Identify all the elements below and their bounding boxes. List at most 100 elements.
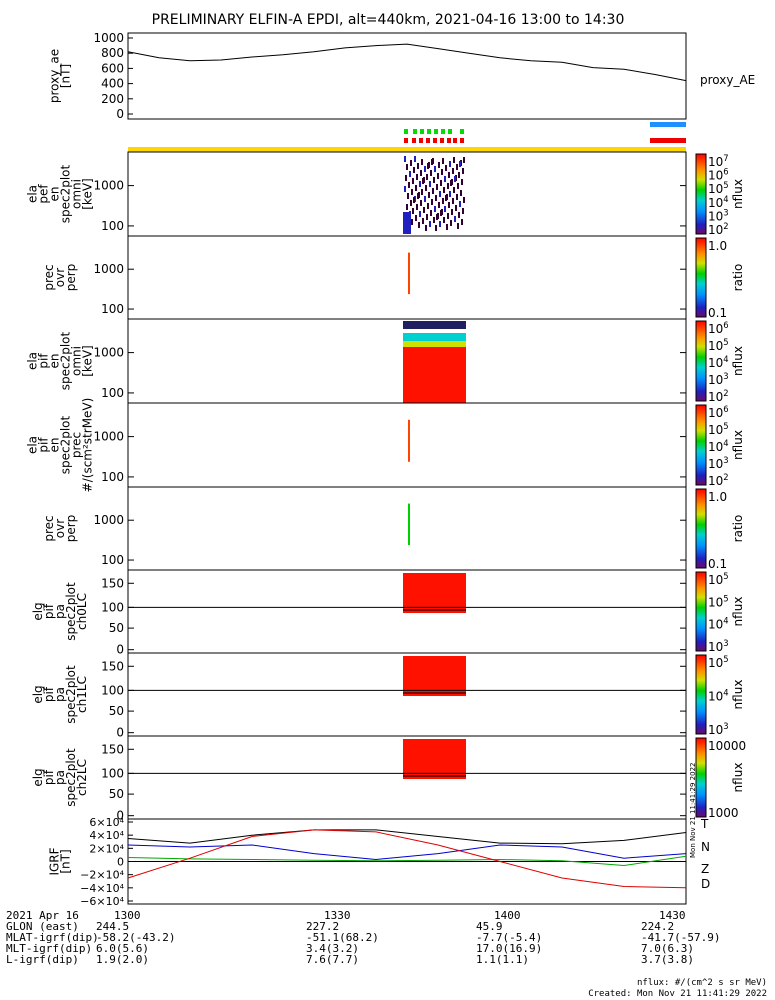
- y-tick-label: 4×10⁴: [89, 829, 124, 842]
- y-axis-label-line: prec: [42, 264, 56, 290]
- colorbar-tick-label: 105: [708, 654, 729, 670]
- y-axis-label-line: ela: [26, 436, 40, 454]
- y-axis-label-line: perp: [64, 515, 78, 543]
- spec-pixel: [463, 197, 465, 203]
- footer-row: GLON (east) 244.5 227.2 45.9 224.2: [6, 921, 771, 932]
- y-tick-label: 100: [101, 386, 124, 400]
- flag-red-tick: [453, 138, 457, 143]
- spec-pixel: [405, 175, 407, 181]
- footer-row-value: -41.7(-57.9): [641, 931, 721, 944]
- y-axis-label-line: prec: [42, 515, 56, 541]
- y-tick-label: 100: [101, 600, 124, 614]
- footer-row-value: 1.1(1.1): [476, 953, 529, 966]
- colorbar: [695, 737, 707, 818]
- footer-row-value: 244.5: [96, 920, 130, 933]
- spec-pixel: [445, 195, 447, 201]
- colorbar-tick-label: 104: [708, 354, 729, 370]
- y-tick-label: 0: [116, 643, 124, 657]
- footer-row-label: MLT-igrf(dip): [6, 942, 93, 955]
- spec-pixel: [446, 224, 448, 230]
- spec-pixel: [422, 218, 424, 224]
- spec-block: [403, 739, 466, 779]
- flag-green-tick: [427, 129, 431, 134]
- spec-pixel: [458, 212, 460, 218]
- spec-pixel: [406, 164, 408, 170]
- igrf-series-D: [127, 829, 687, 889]
- spec-pixel: [421, 189, 423, 195]
- footer-row-value: 1.9(2.0): [96, 953, 149, 966]
- flag-red-tick: [440, 138, 444, 143]
- y-axis-label-line: ch2LC: [75, 759, 89, 796]
- spec-pixel: [409, 171, 411, 177]
- spec-pixel: [429, 181, 431, 187]
- y-tick-label: 100: [101, 766, 124, 780]
- spec-pixel: [418, 222, 420, 228]
- y-axis-label-line: [nT]: [59, 64, 73, 88]
- spec-pixel: [415, 215, 417, 221]
- spec-pixel: [413, 197, 415, 203]
- y-tick-label: 1000: [93, 262, 124, 276]
- spec-pixel: [413, 167, 415, 173]
- spec-pixel: [456, 164, 458, 170]
- flag-red-tick: [447, 138, 451, 143]
- spectrogram-marks: [128, 573, 686, 613]
- y-axis-label-line: omni: [70, 179, 84, 209]
- spec-pixel: [411, 189, 413, 195]
- spec-pixel: [427, 203, 429, 209]
- spec-pixel: [435, 225, 437, 231]
- panel-frame: [127, 486, 687, 571]
- spec-pixel: [437, 173, 439, 179]
- colorbar: [695, 320, 707, 402]
- colorbar-tick-label: 105: [708, 337, 729, 353]
- spec-pixel: [419, 181, 421, 187]
- y-axis-label-line: pif: [37, 437, 51, 453]
- spec-pixel: [456, 194, 458, 200]
- flag-red-tick: [460, 138, 464, 143]
- y-axis-label-line: spec2plot: [64, 748, 78, 807]
- spec-pixel: [428, 192, 430, 198]
- colorbar-label: ratio: [731, 515, 745, 543]
- spec-pixel: [412, 178, 414, 184]
- spec-pixel: [434, 206, 436, 212]
- y-axis-label-line: pa: [53, 604, 67, 619]
- flag-green-tick: [441, 129, 445, 134]
- igrf-series-N: [127, 844, 687, 861]
- y-axis-label-line: ela: [26, 185, 40, 203]
- y-tick-label: 0: [116, 809, 124, 823]
- spec-pixel: [441, 169, 443, 175]
- footer-row-value: 3.4(3.2): [306, 942, 359, 955]
- spec-pixel: [425, 185, 427, 191]
- spec-pixel: [461, 179, 463, 185]
- igrf-series-Z: [127, 855, 687, 867]
- spec-pixel: [439, 191, 441, 197]
- y-tick-label: 100: [101, 219, 124, 233]
- spec-pixel: [444, 176, 446, 182]
- spec-pixel: [462, 168, 464, 174]
- spec-pixel: [424, 196, 426, 202]
- y-axis-label-line: ela: [26, 352, 40, 370]
- flag-ticks-red: [404, 138, 464, 143]
- colorbar-label: nflux: [731, 763, 745, 793]
- y-axis-label-line: ch1LC: [75, 676, 89, 713]
- y-axis-label-line: elg: [31, 602, 45, 620]
- y-axis-label-line: pif: [37, 353, 51, 369]
- spec-pixel: [440, 210, 442, 216]
- flag-red-tick: [404, 138, 408, 143]
- footer-row-value: 1400: [494, 909, 521, 922]
- flag-green-tick: [448, 129, 452, 134]
- flag-legend-red: [650, 138, 686, 143]
- spec-pixel: [443, 217, 445, 223]
- spec-pixel: [433, 177, 435, 183]
- y-tick-label: −6×10⁴: [80, 895, 124, 908]
- spec-pixel: [431, 159, 433, 165]
- colorbar-label: nflux: [731, 346, 745, 376]
- spec-pixel: [431, 199, 433, 205]
- colorbar-tick-label: 104: [708, 688, 729, 704]
- spec-pixel: [440, 180, 442, 186]
- y-tick-label: 200: [101, 92, 124, 106]
- spec-pixel: [426, 174, 428, 180]
- y-axis-label-line: en: [48, 354, 62, 369]
